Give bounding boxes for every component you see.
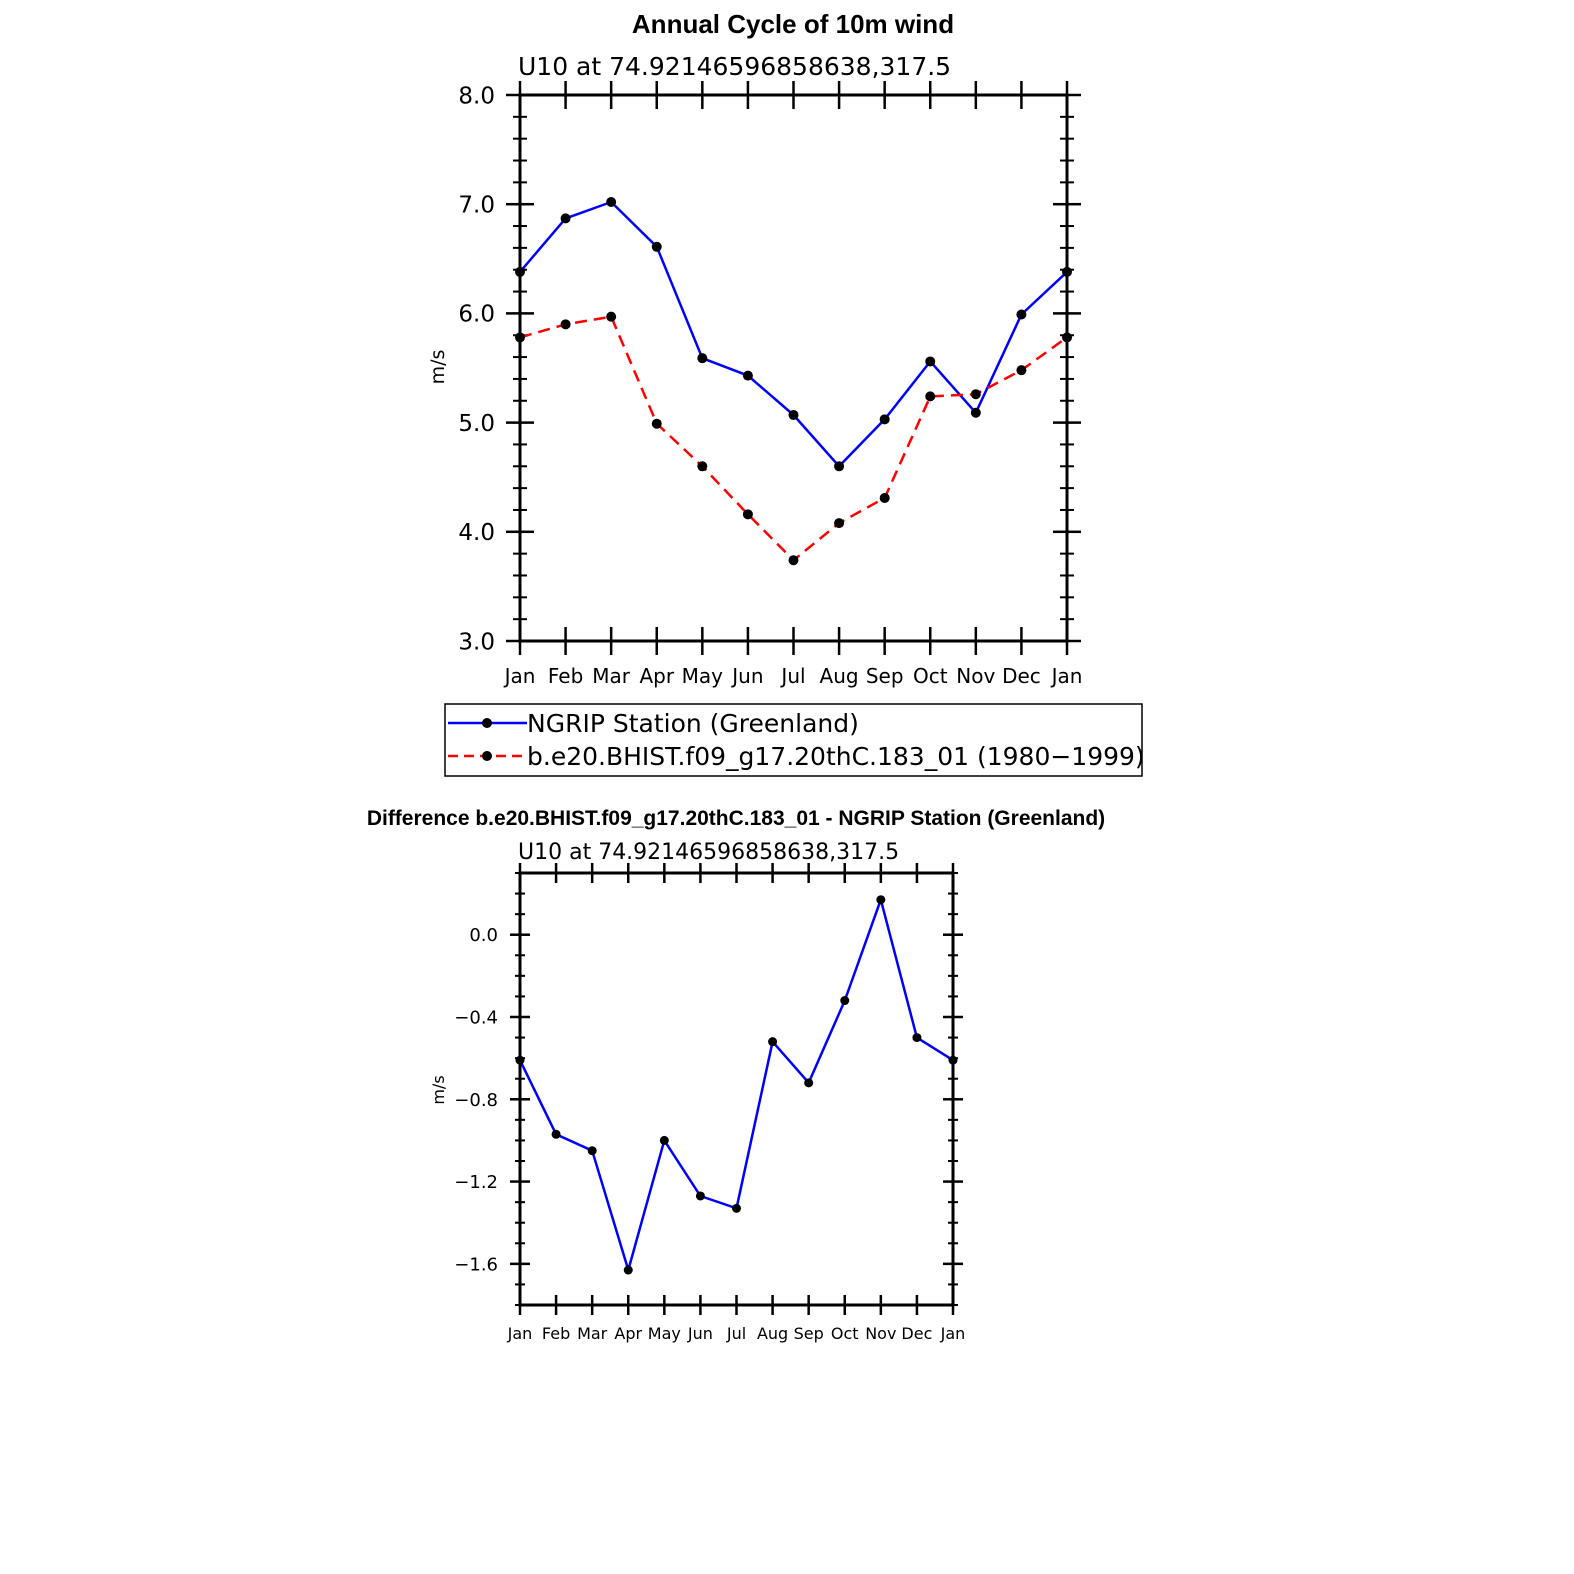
x-tick-label: Jul (779, 664, 805, 688)
series-1-point (606, 311, 617, 322)
annual-cycle-panel: Annual Cycle of 10m wind U10 at 74.92146… (427, 9, 1145, 777)
y-tick-label: 5.0 (458, 411, 495, 437)
x-tick-label: Oct (831, 1324, 859, 1343)
series-0-point (840, 996, 850, 1006)
series-0-point (695, 1191, 705, 1201)
x-tick-label: Jul (726, 1324, 746, 1343)
x-tick-label: Jan (503, 664, 536, 688)
top-x-tick-labels: Jan Feb Mar Apr May Jun Jul Aug Sep Oct Nov Dec Jan (503, 664, 1083, 688)
y-tick-label: 8.0 (458, 83, 495, 109)
x-tick-label: May (682, 664, 724, 688)
series-1-point (651, 418, 662, 429)
x-tick-label: Jan (1050, 664, 1083, 688)
series-0-point (912, 1033, 922, 1043)
bottom-y-axis-label: m/s (429, 1075, 448, 1104)
x-tick-label: Jun (730, 664, 763, 688)
x-tick-label: Aug (820, 664, 859, 688)
y-tick-label: 6.0 (458, 302, 495, 328)
x-tick-label: Apr (639, 664, 674, 688)
x-tick-label: Oct (913, 664, 948, 688)
top-series-group (515, 197, 1072, 566)
series-1-point (879, 492, 890, 503)
top-y-tick-labels: 3.0 4.0 5.0 6.0 7.0 8.0 (458, 83, 495, 655)
main-title: Annual Cycle of 10m wind (632, 9, 954, 39)
bottom-subtitle: U10 at 74.92146596858638,317.5 (518, 840, 899, 865)
series-0-point (623, 1265, 633, 1275)
series-1-point (742, 509, 753, 520)
legend-label-ngrip: NGRIP Station (Greenland) (527, 709, 859, 738)
series-0-point (788, 409, 799, 420)
series-0-point (732, 1203, 741, 1213)
y-tick-label: 0.0 (469, 925, 498, 946)
bottom-x-tick-labels: Jan Feb Mar Apr May Jun Jul Aug Sep Oct Nov Dec Jan (507, 1324, 966, 1343)
series-0-point (834, 461, 845, 472)
series-0-point (606, 197, 617, 208)
series-1-point (925, 391, 936, 402)
x-tick-label: Jan (507, 1324, 533, 1343)
legend-box (444, 703, 1143, 777)
series-0-point (876, 895, 886, 905)
x-tick-label: Jan (940, 1324, 966, 1343)
legend-marker-model (482, 751, 492, 761)
y-tick-label: −0.4 (454, 1007, 498, 1028)
series-0-point (1016, 309, 1027, 320)
series-0-point (768, 1037, 778, 1047)
series-1-point (560, 319, 571, 330)
y-tick-label: −0.8 (454, 1090, 498, 1111)
top-y-axis-label: m/s (427, 350, 449, 385)
y-tick-label: 7.0 (458, 192, 495, 218)
y-tick-label: −1.2 (454, 1172, 498, 1193)
difference-title: Difference b.e20.BHIST.f09_g17.20thC.183… (367, 807, 1105, 830)
x-tick-label: Aug (757, 1324, 788, 1343)
x-tick-label: Nov (956, 664, 995, 688)
series-0-point (804, 1078, 814, 1088)
y-tick-label: 4.0 (458, 520, 495, 546)
x-tick-label: Mar (592, 664, 631, 688)
x-tick-label: Mar (577, 1324, 608, 1343)
bottom-y-tick-labels: −1.6 −1.2 −0.8 −0.4 0.0 (454, 925, 498, 1275)
series-1-point (970, 389, 981, 400)
top-plot-frame (518, 93, 1069, 643)
difference-panel: Difference b.e20.BHIST.f09_g17.20thC.183… (367, 807, 1105, 1343)
legend-marker-ngrip (482, 718, 492, 728)
x-tick-label: Dec (901, 1324, 932, 1343)
x-tick-label: Feb (542, 1324, 570, 1343)
legend: NGRIP Station (Greenland) b.e20.BHIST.f0… (444, 703, 1145, 777)
x-tick-label: Apr (614, 1324, 642, 1343)
legend-label-model: b.e20.BHIST.f09_g17.20thC.183_01 (1980−1… (527, 742, 1145, 771)
top-subtitle: U10 at 74.92146596858638,317.5 (518, 52, 951, 81)
x-tick-label: Feb (548, 664, 583, 688)
series-0-point (551, 1129, 561, 1139)
x-tick-label: Sep (866, 664, 904, 688)
series-1-point (834, 518, 845, 529)
x-tick-label: Dec (1002, 664, 1041, 688)
x-tick-label: Nov (865, 1324, 896, 1343)
y-tick-label: −1.6 (454, 1254, 498, 1275)
series-0-point (587, 1146, 597, 1156)
x-tick-label: Sep (794, 1324, 824, 1343)
series-0-point (651, 241, 662, 252)
x-tick-label: May (648, 1324, 681, 1343)
series-1-point (697, 461, 708, 472)
series-0-point (879, 414, 890, 425)
series-0-point (697, 353, 708, 364)
series-0-point (659, 1135, 669, 1145)
series-1-point (1016, 365, 1027, 376)
series-1-point (788, 555, 799, 566)
series-0-point (925, 356, 936, 367)
series-0-point (742, 370, 753, 381)
bottom-plot-frame (518, 871, 955, 1307)
series-0-point (560, 213, 571, 224)
x-tick-label: Jun (687, 1324, 713, 1343)
y-tick-label: 3.0 (458, 629, 495, 655)
series-0-point (970, 407, 981, 418)
